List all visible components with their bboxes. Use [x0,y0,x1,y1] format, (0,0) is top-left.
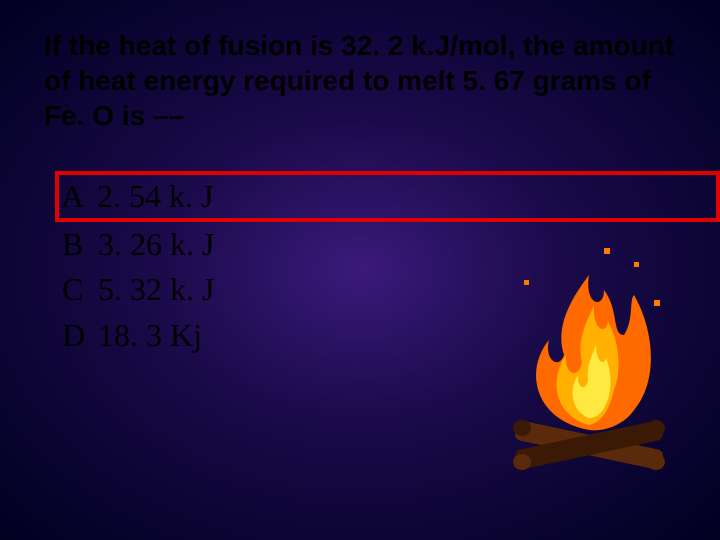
choice-letter: B [62,223,98,266]
choice-letter: C [62,268,98,311]
choice-text: 3. 26 k. J [98,223,214,266]
spark [654,300,660,306]
spark [604,248,610,254]
choice-letter: A [61,175,97,218]
fire-svg [494,240,684,480]
spark [634,262,639,267]
choice-text: 5. 32 k. J [98,268,214,311]
question-text: If the heat of fusion is 32. 2 k.J/mol, … [0,0,720,133]
choice-letter: D [62,314,98,357]
choice-a[interactable]: A 2. 54 k. J [55,171,720,222]
campfire-icon [494,240,684,480]
choice-text: 2. 54 k. J [97,175,213,218]
spark [524,280,529,285]
choice-text: 18. 3 Kj [98,314,202,357]
